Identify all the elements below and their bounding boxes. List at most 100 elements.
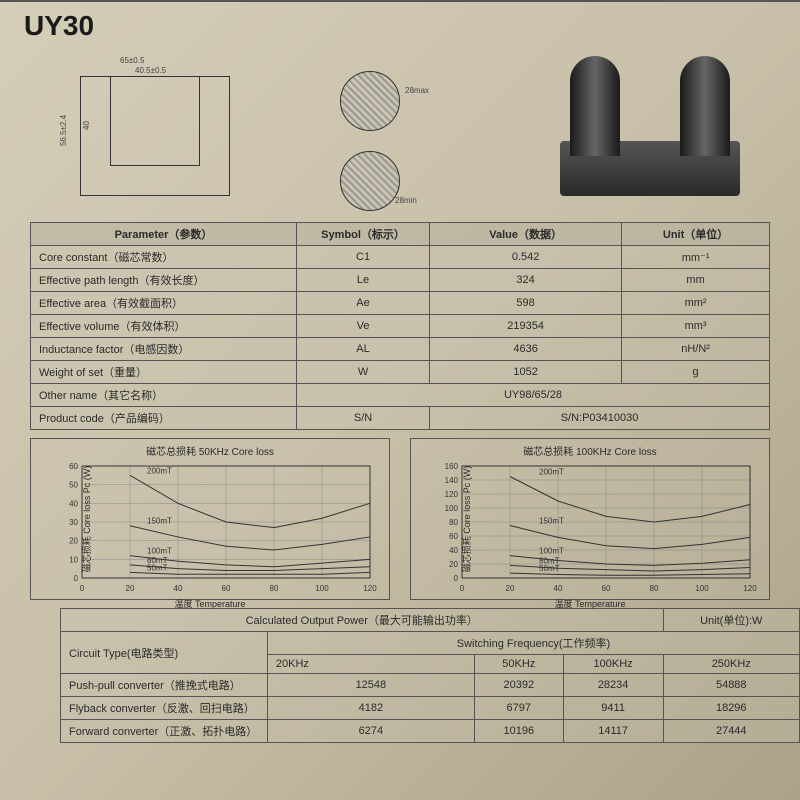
table-cell: Switching Frequency(工作频率): [267, 632, 799, 655]
product-title: UY30: [24, 10, 776, 42]
dim-label: 56.5±2.4: [59, 115, 68, 146]
svg-text:100: 100: [445, 504, 459, 513]
table-header: Parameter（参数）: [31, 223, 297, 246]
table-cell: g: [622, 361, 770, 384]
table-cell: 219354: [430, 315, 622, 338]
table-row: Circuit Type(电路类型)Switching Frequency(工作…: [61, 632, 800, 655]
table-cell: 28234: [563, 674, 663, 697]
dim-label: 40.5±0.5: [135, 66, 166, 75]
core-photo: [560, 56, 740, 196]
table-cell: 50KHz: [474, 655, 563, 674]
chart-100khz: 磁芯总损耗 100KHz Core loss 磁芯损耗 Core loss Pc…: [410, 438, 770, 600]
table-row: Forward converter（正激、拓扑电路）62741019614117…: [61, 720, 800, 743]
table-cell: Le: [297, 269, 430, 292]
svg-text:0: 0: [80, 584, 85, 593]
svg-text:10: 10: [69, 555, 78, 564]
technical-drawing: 65±0.5 40.5±0.5 56.5±2.4 40: [60, 46, 280, 216]
table-cell: 324: [430, 269, 622, 292]
table-cell: 250KHz: [663, 655, 799, 674]
dim-label: 65±0.5: [120, 56, 144, 65]
svg-text:0: 0: [74, 574, 79, 583]
table-cell: 54888: [663, 674, 799, 697]
svg-text:20: 20: [69, 537, 78, 546]
dim-label: 40: [82, 121, 91, 130]
svg-text:20: 20: [506, 584, 515, 593]
table-cell: 20KHz: [267, 655, 474, 674]
power-table: Calculated Output Power（最大可能输出功率）Unit(单位…: [60, 608, 800, 743]
table-cell: S/N: [297, 407, 430, 430]
chart-50khz: 磁芯总损耗 50KHz Core loss 磁芯损耗 Core loss Pc …: [30, 438, 390, 600]
svg-text:0: 0: [460, 584, 465, 593]
table-cell: 20392: [474, 674, 563, 697]
table-cell: 14117: [563, 720, 663, 743]
table-header: Unit（单位）: [622, 223, 770, 246]
svg-text:40: 40: [554, 584, 563, 593]
table-row: Calculated Output Power（最大可能输出功率）Unit(单位…: [61, 609, 800, 632]
power-table-section: Calculated Output Power（最大可能输出功率）Unit(单位…: [30, 608, 770, 743]
table-cell: Flyback converter（反激、回扫电路）: [61, 697, 268, 720]
svg-text:20: 20: [126, 584, 135, 593]
table-cell: Effective area（有效截面积）: [31, 292, 297, 315]
svg-text:100: 100: [315, 584, 329, 593]
svg-text:200mT: 200mT: [147, 466, 172, 475]
svg-text:80: 80: [449, 518, 458, 527]
table-cell: Effective path length（有效长度）: [31, 269, 297, 292]
svg-text:120: 120: [363, 584, 377, 593]
table-cell: Unit(单位):W: [663, 609, 799, 632]
table-row: Push-pull converter（推挽式电路）12548203922823…: [61, 674, 800, 697]
table-cell: Ae: [297, 292, 430, 315]
table-row: Effective area（有效截面积）Ae598mm²: [31, 292, 770, 315]
table-cell: nH/N²: [622, 338, 770, 361]
table-cell: Calculated Output Power（最大可能输出功率）: [61, 609, 664, 632]
table-cell: 6274: [267, 720, 474, 743]
svg-text:50mT: 50mT: [539, 564, 560, 573]
svg-text:150mT: 150mT: [147, 517, 172, 526]
table-cell: AL: [297, 338, 430, 361]
table-cell: 4636: [430, 338, 622, 361]
svg-text:120: 120: [743, 584, 757, 593]
table-cell: Weight of set（重量）: [31, 361, 297, 384]
table-row: Weight of set（重量）W1052g: [31, 361, 770, 384]
table-cell: S/N:P03410030: [430, 407, 770, 430]
svg-text:60: 60: [69, 462, 78, 471]
table-cell: Push-pull converter（推挽式电路）: [61, 674, 268, 697]
table-cell: 12548: [267, 674, 474, 697]
svg-text:40: 40: [174, 584, 183, 593]
svg-text:100mT: 100mT: [147, 547, 172, 556]
svg-text:40: 40: [69, 499, 78, 508]
table-header: Value（数据）: [430, 223, 622, 246]
svg-text:80: 80: [270, 584, 279, 593]
table-row: Inductance factor（电感因数）AL4636nH/N²: [31, 338, 770, 361]
parameter-table: Parameter（参数）Symbol（标示）Value（数据）Unit（单位）…: [30, 222, 770, 430]
table-cell: Inductance factor（电感因数）: [31, 338, 297, 361]
svg-text:60: 60: [222, 584, 231, 593]
table-cell: Ve: [297, 315, 430, 338]
chart-xlabel: 温度 Temperature: [35, 597, 385, 610]
dim-label: 28max: [405, 86, 429, 95]
table-row: Other name（其它名称）UY98/65/28: [31, 384, 770, 407]
table-row: Flyback converter（反激、回扫电路）41826797941118…: [61, 697, 800, 720]
svg-text:100mT: 100mT: [539, 547, 564, 556]
svg-text:30: 30: [69, 518, 78, 527]
svg-text:20: 20: [449, 560, 458, 569]
svg-text:150mT: 150mT: [539, 517, 564, 526]
table-cell: mm³: [622, 315, 770, 338]
svg-text:140: 140: [445, 476, 459, 485]
table-header: Symbol（标示）: [297, 223, 430, 246]
svg-text:50mT: 50mT: [147, 563, 168, 572]
table-row: Core constant（磁芯常数）C10.542mm⁻¹: [31, 246, 770, 269]
diagram-area: 65±0.5 40.5±0.5 56.5±2.4 40 28max 28min: [0, 46, 800, 222]
table-cell: 100KHz: [563, 655, 663, 674]
table-cell: W: [297, 361, 430, 384]
table-cell: 9411: [563, 697, 663, 720]
chart-title: 磁芯总损耗 50KHz Core loss: [35, 443, 385, 458]
table-cell: 598: [430, 292, 622, 315]
table-cell: 18296: [663, 697, 799, 720]
table-cell: mm²: [622, 292, 770, 315]
charts-row: 磁芯总损耗 50KHz Core loss 磁芯损耗 Core loss Pc …: [0, 438, 800, 608]
svg-text:200mT: 200mT: [539, 468, 564, 477]
table-row: Effective volume（有效体积）Ve219354mm³: [31, 315, 770, 338]
chart-ylabel: 磁芯损耗 Core loss Pc (W): [80, 466, 93, 573]
table-row: Product code（产品编码）S/NS/N:P03410030: [31, 407, 770, 430]
svg-text:60: 60: [449, 532, 458, 541]
